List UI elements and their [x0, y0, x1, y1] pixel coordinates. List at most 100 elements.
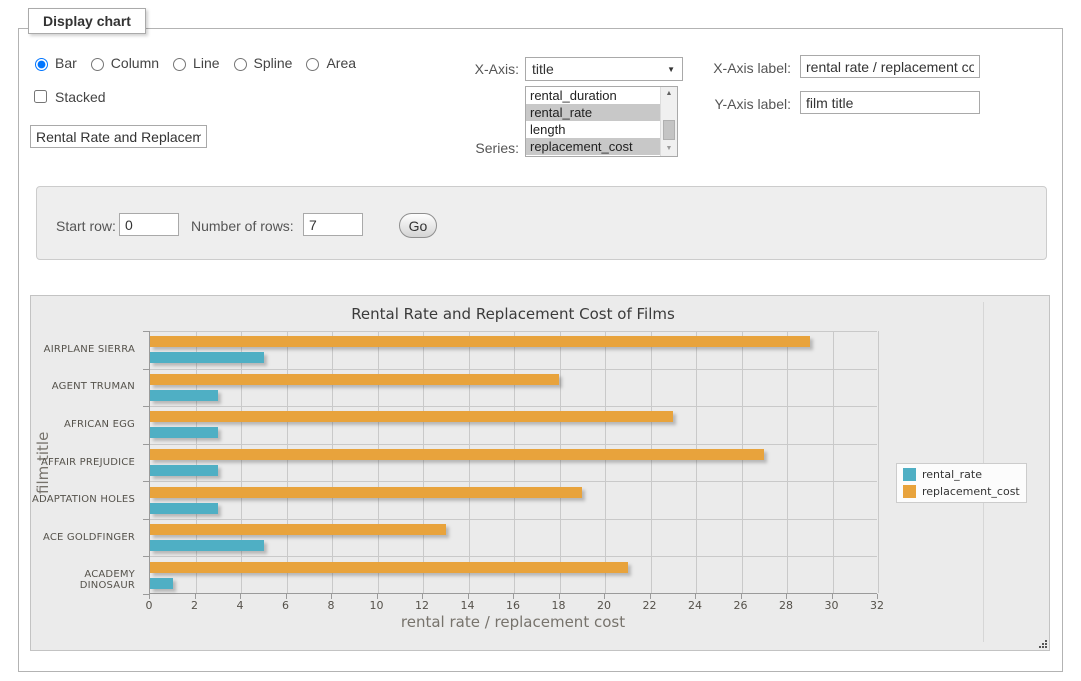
chart-type-radio-group: Bar Column Line Spline Area [30, 55, 356, 71]
plot-area [149, 331, 877, 594]
series-scrollbar[interactable]: ▲ ▼ [660, 87, 677, 156]
bar-rental_rate [150, 352, 264, 363]
gridline-h [150, 331, 877, 332]
x-tick-label: 20 [584, 599, 624, 612]
chart-type-label: Area [326, 55, 356, 71]
category-label: ACE GOLDFINGER [31, 532, 143, 543]
chart-container: Rental Rate and Replacement Cost of Film… [30, 295, 1050, 651]
gridline-v [787, 331, 788, 593]
chart-type-radio-column[interactable] [91, 58, 104, 71]
chart-type-radio-spline[interactable] [234, 58, 247, 71]
scrollbar-thumb[interactable] [663, 120, 675, 140]
gridline-v [332, 331, 333, 593]
page: Display chart BarColumnLineSplineArea St… [0, 0, 1081, 681]
gridline-h [150, 369, 877, 370]
gridline-v [605, 331, 606, 593]
series-option-replacement_cost[interactable]: replacement_cost [526, 138, 660, 155]
start-row-label: Start row: [56, 218, 116, 234]
gridline-v [241, 331, 242, 593]
x-tick-label: 8 [311, 599, 351, 612]
x-tick-label: 14 [448, 599, 488, 612]
bar-rental_rate [150, 578, 173, 589]
chart-type-radio-area[interactable] [306, 58, 319, 71]
x-tick-label: 30 [812, 599, 852, 612]
stacked-checkbox[interactable] [34, 90, 47, 103]
bar-rental_rate [150, 540, 264, 551]
y-tick-mark [143, 331, 149, 332]
y-tick-mark [143, 519, 149, 520]
legend-item-rental_rate: rental_rate [903, 468, 1020, 481]
category-label: AGENT TRUMAN [31, 381, 143, 392]
bar-replacement_cost [150, 449, 764, 460]
legend-label: rental_rate [922, 468, 982, 481]
y-tick-mark [143, 406, 149, 407]
chart-legend: rental_rate replacement_cost [896, 463, 1027, 503]
gridline-v [469, 331, 470, 593]
x-axis-select-label: X-Axis: [455, 61, 519, 77]
chart-type-radio-line[interactable] [173, 58, 186, 71]
row-range-panel: Start row: Number of rows: Go [36, 186, 1047, 260]
stacked-label: Stacked [55, 89, 106, 105]
series-option-rental_duration[interactable]: rental_duration [526, 87, 660, 104]
resize-grip-icon[interactable] [1036, 637, 1048, 649]
scroll-down-icon[interactable]: ▼ [661, 142, 677, 156]
x-tick-label: 2 [175, 599, 215, 612]
bar-rental_rate [150, 427, 218, 438]
y-axis-label-input[interactable] [800, 91, 980, 114]
chart-type-label: Spline [254, 55, 293, 71]
start-row-input[interactable] [119, 213, 179, 236]
chart-type-option-column[interactable]: Column [86, 55, 159, 71]
y-tick-mark [143, 481, 149, 482]
gridline-v [378, 331, 379, 593]
chart-type-label: Column [111, 55, 159, 71]
x-axis-select[interactable]: title ▼ [525, 57, 683, 81]
chart-type-option-area[interactable]: Area [301, 55, 356, 71]
gridline-v [423, 331, 424, 593]
chart-type-option-spline[interactable]: Spline [229, 55, 293, 71]
chart-type-radio-bar[interactable] [35, 58, 48, 71]
bar-replacement_cost [150, 562, 628, 573]
stacked-row: Stacked [30, 87, 106, 106]
category-label: ADAPTATION HOLES [31, 494, 143, 505]
x-axis-label-caption: X-Axis label: [706, 60, 791, 76]
x-axis-label-input[interactable] [800, 55, 980, 78]
scroll-up-icon[interactable]: ▲ [661, 87, 677, 101]
series-option-length[interactable]: length [526, 121, 660, 138]
legend-swatch-replacement_cost [903, 485, 916, 498]
legend-item-replacement_cost: replacement_cost [903, 485, 1020, 498]
chart-type-option-bar[interactable]: Bar [30, 55, 77, 71]
category-label: AFFAIR PREJUDICE [31, 457, 143, 468]
chart-type-label: Line [193, 55, 219, 71]
num-rows-input[interactable] [303, 213, 363, 236]
bar-replacement_cost [150, 411, 673, 422]
go-button[interactable]: Go [399, 213, 437, 238]
gridline-h [150, 481, 877, 482]
x-tick-label: 4 [220, 599, 260, 612]
num-rows-label: Number of rows: [191, 218, 294, 234]
category-label: AFRICAN EGG [31, 419, 143, 430]
bar-rental_rate [150, 503, 218, 514]
y-tick-mark [143, 556, 149, 557]
chart-type-option-line[interactable]: Line [168, 55, 219, 71]
x-tick-label: 26 [721, 599, 761, 612]
series-listbox[interactable]: rental_durationrental_ratelengthreplacem… [525, 86, 678, 157]
legend-label: replacement_cost [922, 485, 1020, 498]
gridline-h [150, 406, 877, 407]
x-tick-label: 24 [675, 599, 715, 612]
x-tick-label: 28 [766, 599, 806, 612]
gridline-h [150, 519, 877, 520]
x-tick-label: 18 [539, 599, 579, 612]
bar-replacement_cost [150, 524, 446, 535]
x-tick-label: 12 [402, 599, 442, 612]
x-tick-label: 0 [129, 599, 169, 612]
chart-title: Rental Rate and Replacement Cost of Film… [149, 305, 877, 323]
gridline-v [196, 331, 197, 593]
chart-title-input[interactable] [30, 125, 207, 148]
gridline-v [651, 331, 652, 593]
bar-replacement_cost [150, 336, 810, 347]
gridline-h [150, 556, 877, 557]
x-tick-label: 22 [630, 599, 670, 612]
series-options: rental_durationrental_ratelengthreplacem… [526, 87, 660, 156]
series-option-rental_rate[interactable]: rental_rate [526, 104, 660, 121]
x-axis-selected-value: title [532, 61, 554, 77]
